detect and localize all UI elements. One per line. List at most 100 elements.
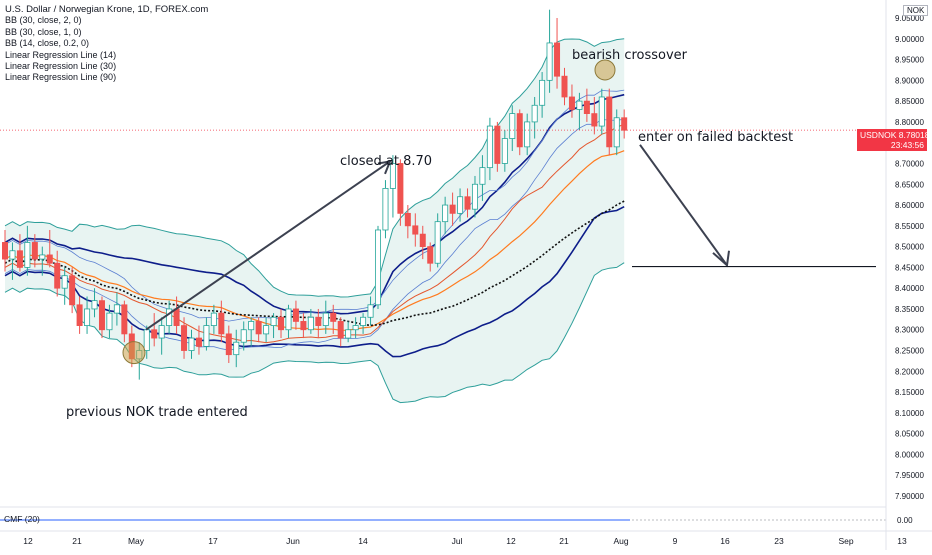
y-tick-label: 8.80000 (895, 118, 924, 127)
highlight-circle-crossover (594, 59, 616, 81)
x-tick-label: 21 (559, 536, 569, 546)
candle-body (374, 229, 381, 306)
candle-body (583, 100, 590, 114)
candle-body (501, 138, 508, 164)
candle-body (360, 316, 367, 326)
candle-body (397, 163, 404, 214)
indicator-bb-30-2[interactable]: BB (30, close, 2, 0) (5, 15, 82, 26)
x-tick-label: Aug (613, 536, 628, 546)
y-tick-label: 8.55000 (895, 222, 924, 231)
candle-body (621, 117, 628, 131)
y-tick-label: 7.95000 (895, 471, 924, 480)
candle-body (248, 321, 255, 331)
candle-body (307, 316, 314, 331)
indicator-linreg-14[interactable]: Linear Regression Line (14) (5, 49, 117, 60)
candle-body (539, 79, 546, 106)
candle-body (471, 183, 478, 210)
y-tick-label: 8.25000 (895, 347, 924, 356)
candle-body (143, 329, 150, 351)
indicator-linreg-30[interactable]: Linear Regression Line (30) (5, 61, 117, 72)
candle-body (31, 242, 38, 260)
candle-body (46, 254, 53, 264)
candle-body (39, 254, 46, 260)
candle-body (404, 212, 411, 227)
candle-body (531, 104, 538, 123)
candle-body (181, 325, 188, 351)
candle-body (195, 337, 202, 347)
y-tick-label: 8.85000 (895, 97, 924, 106)
candle-body (352, 325, 359, 331)
x-tick-label: 9 (673, 536, 678, 546)
chart-title[interactable]: U.S. Dollar / Norwegian Krone, 1D, FOREX… (5, 4, 209, 15)
x-tick-label: 14 (358, 536, 368, 546)
indicator-linreg-90[interactable]: Linear Regression Line (90) (5, 72, 117, 83)
candle-body (606, 96, 613, 148)
candle-body (561, 75, 568, 98)
candlesticks (2, 9, 628, 380)
arrow-up-head (377, 160, 392, 175)
x-tick-label: 16 (720, 536, 730, 546)
candle-body (188, 337, 195, 351)
annotation-enter-failed-backtest[interactable]: enter on failed backtest (638, 130, 794, 145)
candle-body (76, 304, 83, 326)
candle-body (509, 113, 516, 139)
x-tick-label: 12 (23, 536, 33, 546)
candle-body (151, 329, 158, 339)
bb-fill (5, 38, 625, 403)
indicator-bb-30-1[interactable]: BB (30, close, 1, 0) (5, 26, 82, 37)
bb14-lower (4, 118, 625, 351)
y-tick-label: 8.15000 (895, 388, 924, 397)
bb-upper-outer (4, 38, 625, 298)
annotation-closed-at[interactable]: closed at 8.70 (340, 154, 433, 169)
bb-lower-outer (4, 262, 625, 404)
candle-body (613, 117, 620, 148)
candle-body (494, 125, 501, 164)
indicator-bb-14[interactable]: BB (14, close, 0.2, 0) (5, 38, 90, 49)
candle-body (16, 250, 23, 268)
candle-body (524, 121, 531, 148)
x-tick-label: 13 (897, 536, 907, 546)
candle-body (225, 333, 232, 356)
y-tick-label: 8.70000 (895, 159, 924, 168)
price-tag-symbol: USDNOK (860, 130, 897, 140)
candle-body (84, 308, 91, 326)
price-tag: USDNOK 8.78018 23:43:56 (857, 129, 930, 151)
candle-body (218, 312, 225, 335)
cmf-indicator-label[interactable]: CMF (20) (4, 514, 40, 524)
y-tick-label: 8.60000 (895, 201, 924, 210)
candle-body (434, 221, 441, 264)
annotation-bearish-crossover[interactable]: bearish crossover (572, 48, 688, 63)
candle-body (591, 113, 598, 127)
y-tick-label: 8.40000 (895, 284, 924, 293)
x-tick-label: Jul (452, 536, 463, 546)
candle-body (300, 321, 307, 331)
candle-body (546, 42, 553, 81)
candle-body (337, 321, 344, 339)
linreg-30 (4, 123, 625, 344)
candle-body (457, 196, 464, 214)
candle-body (24, 242, 31, 268)
candle-body (270, 316, 277, 326)
candle-body (427, 246, 434, 264)
x-tick-label: 23 (774, 536, 784, 546)
candle-body (54, 262, 61, 289)
y-tick-label: 7.90000 (895, 492, 924, 501)
candle-body (412, 225, 419, 235)
candle-body (113, 304, 120, 314)
y-tick-label: 9.00000 (895, 35, 924, 44)
annotation-previous-trade[interactable]: previous NOK trade entered (66, 405, 248, 420)
candle-body (464, 196, 471, 210)
price-tag-value: 8.78018 (898, 130, 930, 140)
bb-upper-inner (4, 93, 625, 315)
candle-body (292, 308, 299, 322)
bollinger-bands (4, 38, 625, 404)
candle-body (9, 250, 16, 260)
candle-body (210, 312, 217, 326)
candle-body (315, 316, 322, 326)
candle-body (233, 341, 240, 356)
x-tick-label: Sep (838, 536, 853, 546)
candle-body (240, 329, 247, 343)
y-tick-label: 9.05000 (895, 14, 924, 23)
linreg-90 (4, 200, 625, 327)
y-tick-label: 8.95000 (895, 56, 924, 65)
